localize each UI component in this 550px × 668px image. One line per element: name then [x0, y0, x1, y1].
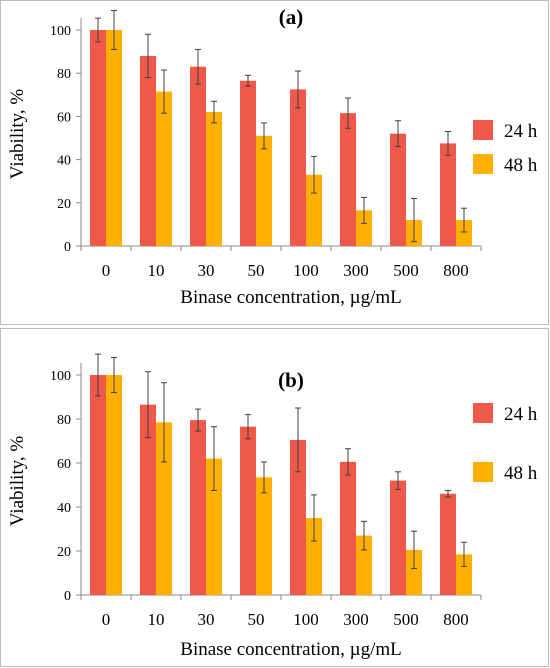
x-tick-label: 100: [293, 610, 319, 629]
bar-24h: [90, 30, 106, 246]
x-tick-label: 800: [443, 261, 469, 280]
bar-24h: [290, 439, 306, 595]
x-tick-label: 800: [443, 610, 469, 629]
x-tick-label: 300: [343, 610, 369, 629]
x-tick-label: 300: [343, 261, 369, 280]
y-tick-label: 60: [57, 110, 71, 125]
legend-label: 24 h: [504, 404, 538, 425]
bar-48h: [456, 220, 472, 246]
y-tick-label: 100: [50, 24, 71, 39]
y-tick-label: 0: [64, 589, 71, 604]
x-tick-label: 30: [198, 610, 215, 629]
chart-panel-b: (b) 0 20 40 60 80 100 0 10 30 50 100 300 500 800 Binase…: [0, 328, 549, 667]
legend-label: 24 h: [504, 121, 538, 142]
bar-24h: [90, 375, 106, 595]
x-tick-label: 30: [198, 261, 215, 280]
y-tick-label: 20: [57, 545, 71, 560]
bar-48h: [106, 30, 122, 246]
y-tick-label: 40: [57, 154, 71, 169]
bar-24h: [390, 480, 406, 595]
x-tick-label: 500: [393, 261, 419, 280]
x-axis-title: Binase concentration, µg/mL: [180, 287, 401, 308]
bar-24h: [290, 89, 306, 247]
bar-48h: [206, 458, 222, 595]
bar-24h: [340, 113, 356, 246]
y-tick-label: 60: [57, 457, 71, 472]
bar-48h: [306, 174, 322, 246]
y-axis-title: Viability, %: [7, 436, 28, 527]
x-tick-label: 50: [248, 261, 265, 280]
bar-24h: [190, 66, 206, 246]
chart-panel-a: (a) 0 20 40 60 80 100 0 10 30 50 100 300 500 800 Binase…: [0, 0, 549, 325]
panel-label: (b): [278, 368, 304, 392]
bar-24h: [140, 404, 156, 595]
bar-24h: [240, 80, 256, 246]
panel-label: (a): [279, 5, 304, 29]
y-tick-label: 40: [57, 501, 71, 516]
bar-chart-a: (a) 0 20 40 60 80 100 0 10 30 50 100 300 500 800 Binase…: [7, 5, 538, 308]
legend-swatch-24h: [473, 403, 493, 423]
bar-24h: [240, 426, 256, 595]
x-axis-title: Binase concentration, µg/mL: [180, 639, 401, 660]
bar-48h: [106, 375, 122, 595]
x-tick-label: 500: [393, 610, 419, 629]
x-tick-label: 100: [293, 261, 319, 280]
bar-48h: [206, 112, 222, 246]
legend-label: 48 h: [504, 155, 538, 176]
legend-swatch-48h: [473, 462, 493, 482]
bar-24h: [140, 55, 156, 246]
bar-48h: [156, 422, 172, 595]
y-tick-label: 100: [50, 369, 71, 384]
bar-24h: [390, 133, 406, 246]
bar-48h: [256, 135, 272, 246]
bar-chart-b: (b) 0 20 40 60 80 100 0 10 30 50 100 300 500 800 Binase…: [7, 353, 538, 660]
bar-48h: [256, 477, 272, 595]
bar-48h: [406, 549, 422, 595]
bar-24h: [440, 143, 456, 246]
x-tick-label: 10: [148, 610, 165, 629]
bar-48h: [356, 210, 372, 246]
legend-label: 48 h: [504, 463, 538, 484]
bar-24h: [440, 493, 456, 595]
bar-48h: [306, 518, 322, 595]
x-tick-label: 10: [148, 261, 165, 280]
x-tick-label: 0: [102, 261, 111, 280]
y-tick-label: 20: [57, 197, 71, 212]
y-tick-label: 0: [64, 240, 71, 255]
y-tick-label: 80: [57, 413, 71, 428]
x-tick-label: 50: [248, 610, 265, 629]
y-axis-title: Viability, %: [7, 89, 28, 180]
x-tick-label: 0: [102, 610, 111, 629]
legend-swatch-24h: [473, 120, 493, 140]
bar-48h: [456, 554, 472, 595]
bar-48h: [356, 535, 372, 595]
legend-swatch-48h: [473, 154, 493, 174]
y-tick-label: 80: [57, 67, 71, 82]
bar-24h: [340, 461, 356, 595]
bar-24h: [190, 420, 206, 595]
bar-48h: [156, 91, 172, 246]
